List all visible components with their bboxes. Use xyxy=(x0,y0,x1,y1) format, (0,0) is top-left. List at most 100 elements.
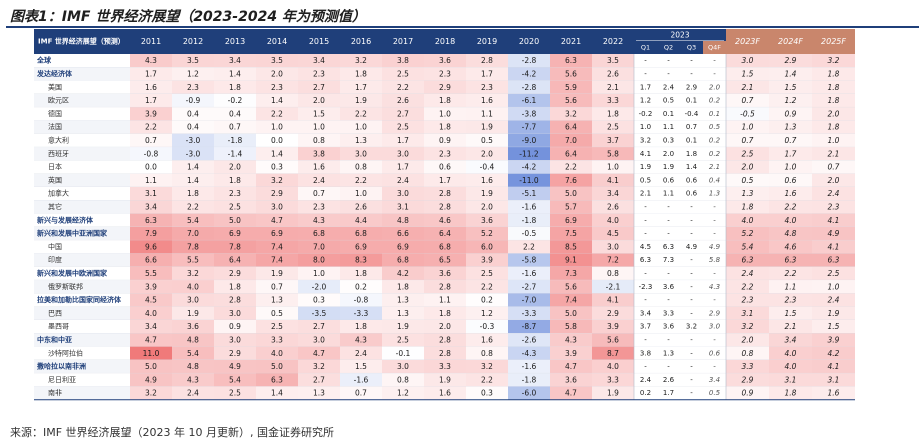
quarter-cell xyxy=(703,80,726,94)
forecast-cell xyxy=(726,54,769,68)
value-label: 11.0 xyxy=(143,349,160,358)
value-label: 3.6 xyxy=(439,56,451,65)
heat-cell xyxy=(340,93,382,108)
value-label: 6.3 xyxy=(271,375,283,384)
value-label: 3.0 xyxy=(397,362,409,371)
quarter-header-cell xyxy=(703,41,726,54)
quarter-cell xyxy=(634,93,657,108)
row-label-bg xyxy=(34,173,130,187)
forecast-value: 3.1 xyxy=(742,309,754,318)
heat-cell xyxy=(214,359,256,374)
forecast-value: 3.3 xyxy=(742,362,754,371)
heat-cell xyxy=(592,200,634,214)
year-header-2015: 2015 xyxy=(309,37,329,46)
quarter-value: - xyxy=(690,256,693,264)
forecast-cell xyxy=(812,386,855,400)
quarter-value: 5.8 xyxy=(709,256,721,264)
forecast-cell xyxy=(812,320,855,334)
value-label: 2.1 xyxy=(607,83,619,92)
heat-cell xyxy=(172,147,214,161)
heat-cell xyxy=(550,107,592,121)
quarter-cell xyxy=(634,280,657,294)
heat-cell xyxy=(466,120,508,134)
forecast-cell xyxy=(726,226,769,241)
heat-cell xyxy=(592,80,634,94)
quarter-cell xyxy=(634,346,657,360)
heat-cell xyxy=(130,67,172,81)
value-label: 5.6 xyxy=(565,96,577,105)
value-label: 3.0 xyxy=(229,335,241,344)
quarter-cell xyxy=(657,306,680,320)
value-label: 3.4 xyxy=(607,189,619,198)
forecast-cell xyxy=(726,280,769,294)
heat-cell xyxy=(298,120,340,134)
value-label: -1.6 xyxy=(354,375,369,384)
quarter-value: 0.4 xyxy=(709,176,720,184)
forecast-header-2025F: 2025F xyxy=(821,37,846,46)
forecast-value: 1.7 xyxy=(785,149,797,158)
heat-cell xyxy=(172,386,214,400)
value-label: 1.8 xyxy=(397,282,409,291)
value-label: 6.9 xyxy=(397,242,409,251)
heat-cell xyxy=(424,67,466,81)
value-label: 3.2 xyxy=(565,109,577,118)
heat-cell xyxy=(298,346,340,360)
value-label: 6.8 xyxy=(439,242,451,251)
forecast-value: 4.0 xyxy=(742,216,754,225)
heat-cell xyxy=(550,187,592,201)
value-label: 3.6 xyxy=(187,322,199,331)
forecast-cell xyxy=(812,359,855,374)
value-label: 2.9 xyxy=(271,189,283,198)
heat-cell xyxy=(256,359,298,374)
heat-cell xyxy=(256,120,298,134)
quarter-cell xyxy=(680,306,703,320)
forecast-header-2024F: 2024F xyxy=(778,37,803,46)
heat-cell xyxy=(172,240,214,254)
quarter-cell xyxy=(680,54,703,68)
year-header-2011: 2011 xyxy=(141,37,161,46)
value-label: 3.3 xyxy=(439,362,451,371)
heat-cell xyxy=(214,173,256,187)
value-label: 4.0 xyxy=(607,362,619,371)
heat-cell xyxy=(298,386,340,400)
heat-cell xyxy=(592,226,634,241)
heat-cell xyxy=(214,280,256,294)
heat-cell xyxy=(340,80,382,94)
heat-cell xyxy=(214,253,256,267)
heat-cell xyxy=(298,133,340,148)
heat-cell xyxy=(550,160,592,174)
value-label: 0.9 xyxy=(229,322,241,331)
heat-cell xyxy=(592,306,634,320)
value-label: -0.8 xyxy=(144,149,159,158)
value-label: -0.1 xyxy=(396,349,411,358)
forecast-cell xyxy=(726,320,769,334)
value-label: 0.5 xyxy=(481,136,493,145)
forecast-cell xyxy=(769,93,812,108)
heat-cell xyxy=(550,213,592,227)
heat-cell xyxy=(466,200,508,214)
value-label: 2.5 xyxy=(397,69,409,78)
heat-cell xyxy=(550,133,592,148)
quarter-value: 0.6 xyxy=(663,176,675,184)
value-label: 1.3 xyxy=(397,296,409,305)
heat-cell xyxy=(382,293,424,307)
heat-cell xyxy=(382,120,424,134)
heat-cell xyxy=(340,346,382,360)
table-header-bg xyxy=(34,29,634,54)
quarter-cell xyxy=(634,266,657,281)
forecast-value: 5.2 xyxy=(742,229,754,238)
value-label: 1.6 xyxy=(481,96,493,105)
value-label: 5.4 xyxy=(187,216,199,225)
heat-cell xyxy=(466,226,508,241)
heat-cell xyxy=(298,107,340,121)
value-label: -3.3 xyxy=(354,309,369,318)
forecast-value: 1.9 xyxy=(828,309,840,318)
heat-cell xyxy=(340,107,382,121)
forecast-cell xyxy=(812,107,855,121)
forecast-cell xyxy=(726,133,769,148)
value-label: 2.4 xyxy=(313,176,325,185)
row-label: 印度 xyxy=(48,255,62,264)
quarter-cell xyxy=(703,333,726,347)
year-header-2016: 2016 xyxy=(351,37,371,46)
value-label: 3.9 xyxy=(145,109,157,118)
